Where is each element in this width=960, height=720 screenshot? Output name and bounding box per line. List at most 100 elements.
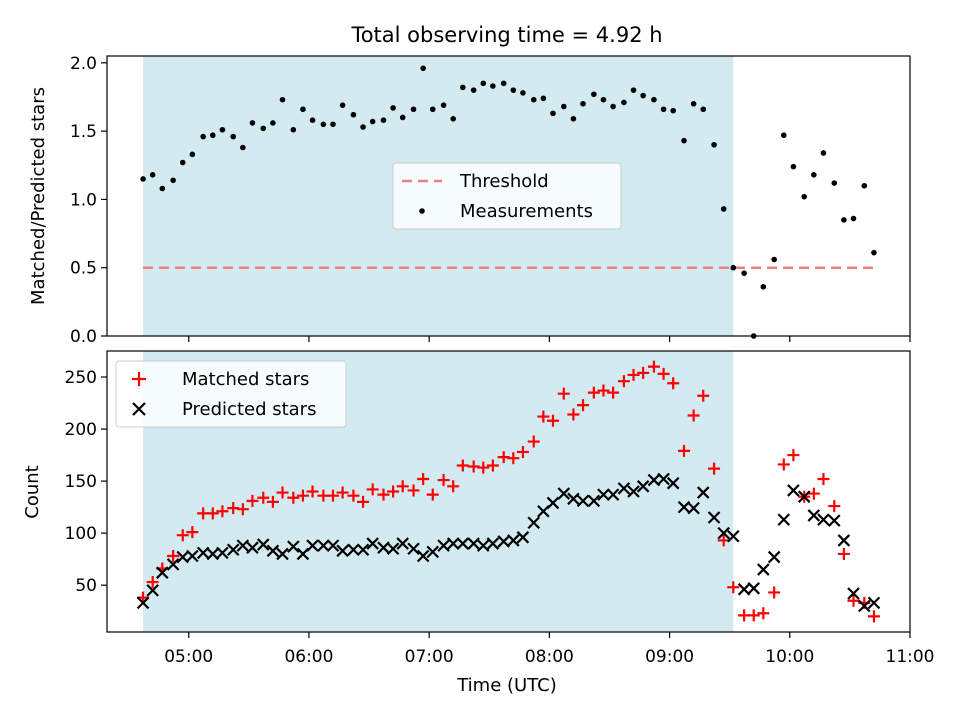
measurement-point: [159, 185, 166, 192]
measurement-point: [209, 132, 216, 139]
matched-star-point: [607, 386, 620, 399]
matched-star-point: [807, 487, 820, 500]
predicted-star-point: [136, 596, 150, 610]
top-plot-frame: [106, 55, 911, 337]
matched-star-point: [657, 367, 670, 380]
matched-star-point: [276, 486, 289, 499]
predicted-star-point: [817, 513, 830, 526]
measurement-point: [720, 206, 727, 212]
predicted-star-point: [416, 549, 430, 563]
measurement-point: [621, 99, 627, 106]
predicted-star-point: [666, 476, 680, 490]
bottom-x-ticks: 05:00 06:00 07:00 08:00 09:00 10:00 11:00: [164, 632, 935, 667]
matched-star-point: [647, 360, 660, 373]
matched-star-point: [377, 488, 390, 501]
matched-star-point: [246, 494, 259, 507]
matched-star-point: [366, 483, 379, 496]
predicted-star-point: [146, 584, 159, 597]
measurement-point: [380, 117, 387, 123]
predicted-star-point: [166, 558, 180, 571]
measurement-point: [480, 80, 487, 87]
predicted-star-point: [727, 529, 740, 543]
matched-star-point: [357, 495, 370, 508]
matched-star-point: [447, 480, 460, 493]
predicted-star-point: [216, 546, 229, 560]
predicted-star-point: [356, 543, 370, 557]
predicted-star-point: [757, 563, 770, 576]
bottom-y-tick-label: 100: [65, 524, 97, 544]
measurement-point: [149, 172, 156, 178]
matched-star-point: [687, 409, 700, 422]
predicted-star-point: [837, 534, 851, 547]
x-tick-label: 07:00: [405, 647, 454, 667]
top-y-tick-label: 1.0: [70, 190, 97, 210]
measurements-series: [140, 65, 877, 339]
predicted-star-point: [867, 596, 881, 610]
top-y-tick-label: 0.0: [70, 327, 97, 347]
matched-star-point: [727, 581, 740, 594]
predicted-star-point: [476, 539, 490, 552]
bottom-y-tick-label: 50: [75, 576, 97, 596]
measurement-point: [780, 132, 787, 139]
predicted-star-point: [636, 480, 650, 493]
predicted-star-point: [696, 486, 710, 499]
measurement-point: [790, 163, 797, 170]
measurement-point: [771, 256, 777, 263]
top-y-tick-label: 2.0: [70, 54, 97, 74]
matched-stars-series: [137, 360, 880, 623]
measurement-point: [170, 177, 176, 184]
measurement-point: [429, 106, 436, 113]
predicted-star-point: [807, 509, 821, 522]
predicted-star-point: [156, 566, 169, 579]
predicted-star-point: [707, 511, 721, 524]
measurement-point: [871, 249, 877, 256]
measurement-point: [811, 172, 817, 178]
predicted-stars-series: [136, 472, 881, 613]
predicted-star-point: [797, 490, 811, 503]
predicted-star-point: [858, 599, 871, 613]
predicted-star-point: [386, 542, 400, 556]
measurement-point: [450, 116, 457, 122]
measurement-point: [570, 116, 577, 122]
x-tick-label: 10:00: [765, 647, 814, 667]
predicted-star-point: [246, 541, 259, 554]
matched-star-point: [597, 384, 610, 397]
predicted-star-point: [617, 482, 631, 495]
measurement-point: [420, 65, 426, 72]
measurement-point: [440, 102, 447, 108]
measurement-point: [610, 103, 616, 110]
bottom-plot-frame: [106, 350, 911, 633]
chart-title: Total observing time = 4.92 h: [350, 23, 662, 47]
measurement-point: [760, 284, 767, 290]
measurement-point: [711, 141, 717, 148]
measurement-point: [399, 114, 406, 121]
matched-star-point: [426, 488, 439, 501]
measurement-point: [270, 120, 276, 126]
predicted-star-point: [407, 542, 420, 556]
matched-star-point: [477, 461, 490, 474]
bottom-y-tick-label: 200: [65, 420, 97, 440]
matched-star-point: [216, 505, 229, 518]
matched-star-point: [516, 445, 529, 458]
matched-star-point: [697, 389, 710, 402]
measurement-point: [279, 96, 286, 103]
matched-star-point: [708, 462, 721, 475]
measurement-point: [700, 106, 707, 113]
measurement-point: [309, 117, 316, 123]
x-axis-label: Time (UTC): [456, 675, 557, 696]
measurement-point: [140, 176, 146, 182]
measurement-point: [630, 87, 637, 93]
measurement-point: [690, 101, 697, 107]
measurement-point: [330, 121, 336, 128]
matched-star-point: [507, 452, 520, 465]
measurement-point: [490, 83, 496, 89]
predicted-star-point: [306, 539, 319, 552]
predicted-star-point: [567, 492, 580, 506]
bottom-panel: 50 100 150 200 250 05:00 06:00 07:00 08:00 09:00…: [22, 350, 935, 696]
predicted-star-point: [687, 501, 700, 515]
predicted-star-point: [347, 543, 360, 557]
matched-star-point: [387, 485, 400, 498]
bottom-y-tick-label: 250: [65, 368, 97, 388]
matched-star-point: [537, 410, 550, 423]
top-panel: Total observing time = 4.92 h 0.0 0.5 1.0 1…: [28, 23, 911, 347]
